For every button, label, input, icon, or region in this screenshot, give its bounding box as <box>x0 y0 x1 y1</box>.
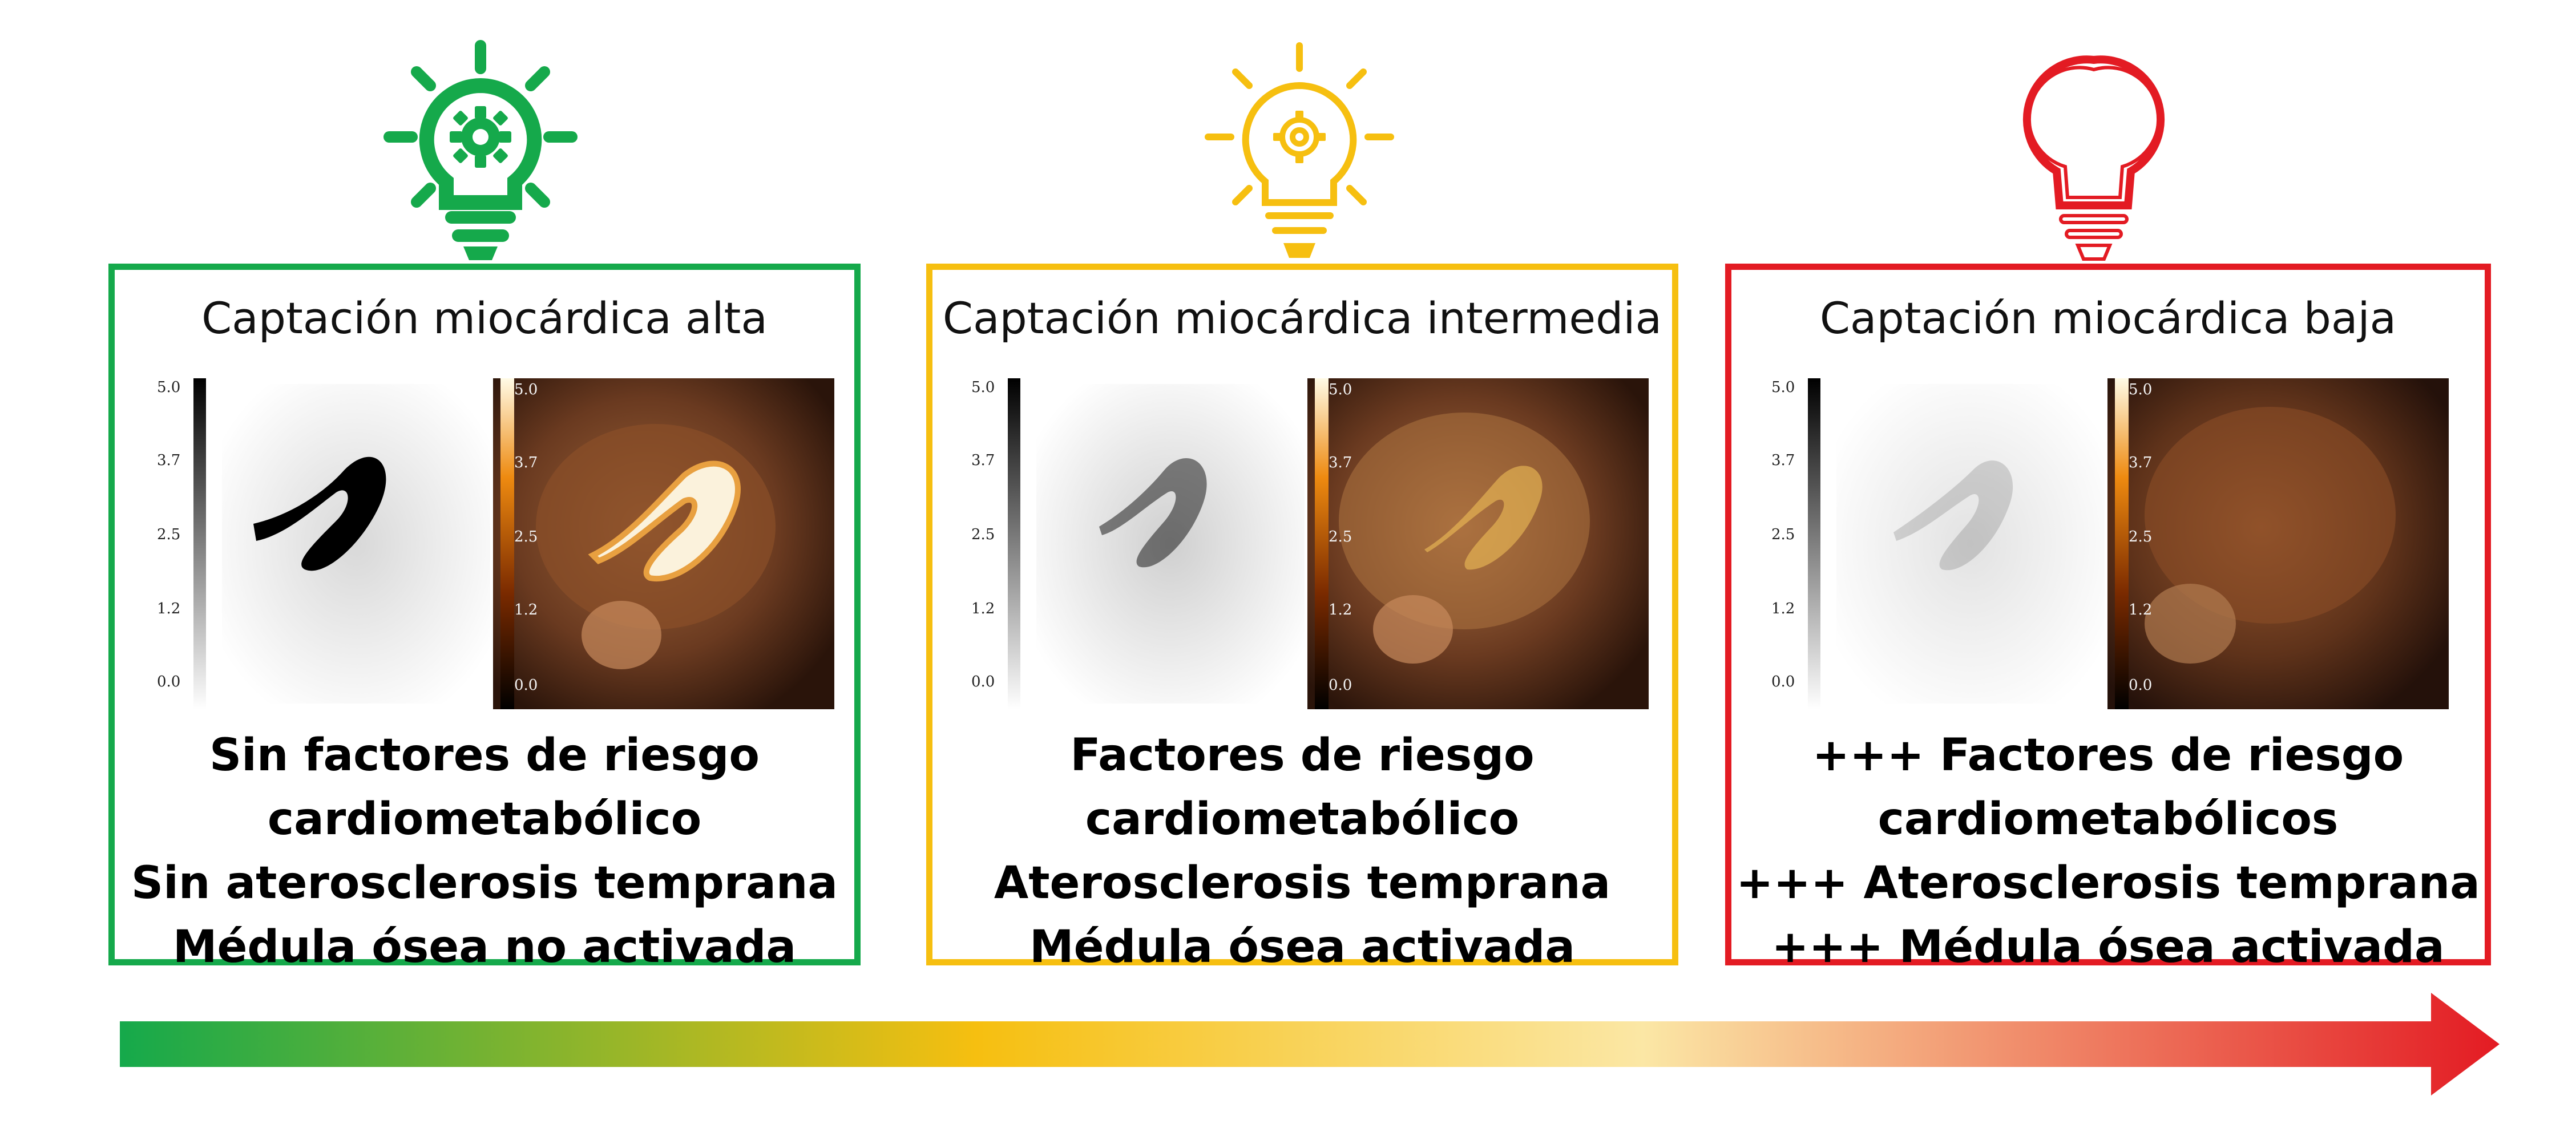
colorbar-tick: 0.0 <box>971 673 995 690</box>
finding-line: +++ Médula ósea activada <box>1771 921 2445 973</box>
pet-scan-pair: 5.0 3.7 2.5 1.2 0.0 5.0 3.7 2.5 1.2 0.0 <box>968 378 1649 709</box>
pet-scan-pair: 5.0 3.7 2.5 1.2 0.0 5.0 3.7 2.5 1.2 0.0 <box>154 378 834 709</box>
finding-line: +++ Aterosclerosis temprana <box>1736 858 2480 909</box>
colorbar-tick: 2.5 <box>1329 528 1352 545</box>
hot-colorbar <box>500 378 514 709</box>
finding-line: +++ Factores de riesgo <box>1812 730 2404 781</box>
pet-image <box>222 384 490 704</box>
finding-line: cardiometabólico <box>1085 794 1520 845</box>
colorbar-tick: 1.2 <box>1771 600 1795 617</box>
panel-high-uptake: Captación miocárdica alta 5.0 3.7 2.5 1.… <box>108 264 861 973</box>
colorbar-tick: 2.5 <box>971 526 995 543</box>
colorbar-tick: 3.7 <box>1329 454 1352 471</box>
panel-title: Captación miocárdica alta <box>201 293 768 343</box>
colorbar-tick: 3.7 <box>157 452 180 469</box>
scan-images: 5.0 3.7 2.5 1.2 0.0 5.0 3.7 2.5 1.2 0.0 <box>968 378 1649 709</box>
colorbar-tick: 3.7 <box>2129 454 2152 471</box>
pet-scan-pair: 5.0 3.7 2.5 1.2 0.0 5.0 3.7 2.5 1.2 0.0 <box>1768 378 2449 709</box>
finding-line: cardiometabólicos <box>1878 794 2339 845</box>
colorbar-tick: 5.0 <box>2129 381 2152 398</box>
colorbar-tick: 1.2 <box>1329 601 1352 618</box>
scan-images: 5.0 3.7 2.5 1.2 0.0 5.0 3.7 2.5 1.2 0.0 <box>154 378 834 709</box>
lightbulb-gear-icon <box>383 40 578 260</box>
colorbar-tick: 0.0 <box>157 673 180 690</box>
finding-line: Médula ósea no activada <box>172 921 797 973</box>
colorbar-tick: 0.0 <box>2129 677 2152 694</box>
colorbar-tick: 1.2 <box>514 601 538 618</box>
pet-image <box>1836 384 2105 704</box>
colorbar-tick: 5.0 <box>1329 381 1352 398</box>
colorbar-tick: 2.5 <box>1771 526 1795 543</box>
bulb-low <box>1980 34 2208 274</box>
colorbar-tick: 2.5 <box>157 526 180 543</box>
colorbar-tick: 0.0 <box>1771 673 1795 690</box>
grayscale-colorbar <box>1808 378 1820 709</box>
findings-list: Sin factores de riesgo cardiometabólico … <box>115 723 854 979</box>
grayscale-colorbar <box>193 378 206 709</box>
bulb-high <box>366 34 595 274</box>
pet-image <box>1036 384 1305 704</box>
colorbar-tick: 0.0 <box>514 677 538 694</box>
finding-line: Aterosclerosis temprana <box>994 858 1611 909</box>
lightbulb-off-icon <box>2022 55 2165 261</box>
colorbar-tick: 1.2 <box>157 600 180 617</box>
hot-colorbar <box>1315 378 1329 709</box>
finding-line: Factores de riesgo <box>1070 730 1535 781</box>
lightbulb-gear-icon <box>1205 42 1394 258</box>
panel-intermediate-uptake: Captación miocárdica intermedia 5.0 3.7 … <box>926 264 1678 973</box>
colorbar-tick: 1.2 <box>2129 601 2152 618</box>
hot-colorbar <box>2115 378 2129 709</box>
finding-line: cardiometabólico <box>267 794 702 845</box>
colorbar-tick: 3.7 <box>514 454 538 471</box>
colorbar-tick: 5.0 <box>157 379 180 396</box>
colorbar-tick: 2.5 <box>2129 528 2152 545</box>
finding-line: Sin factores de riesgo <box>209 730 760 781</box>
finding-line: Médula ósea activada <box>1029 921 1575 973</box>
findings-list: +++ Factores de riesgo cardiometabólicos… <box>1731 723 2485 979</box>
gradient-arrow-icon <box>120 993 2500 1095</box>
panel-title: Captación miocárdica baja <box>1819 293 2397 343</box>
colorbar-tick: 5.0 <box>971 379 995 396</box>
bulb-intermediate <box>1185 34 1414 274</box>
progression-arrow <box>114 987 2505 1101</box>
colorbar-tick: 3.7 <box>971 452 995 469</box>
grayscale-colorbar <box>1008 378 1020 709</box>
colorbar-tick: 2.5 <box>514 528 538 545</box>
colorbar-tick: 3.7 <box>1771 452 1795 469</box>
colorbar-tick: 5.0 <box>514 381 538 398</box>
finding-line: Sin aterosclerosis temprana <box>131 858 838 909</box>
findings-list: Factores de riesgo cardiometabólico Ater… <box>932 723 1672 979</box>
panel-low-uptake: Captación miocárdica baja 5.0 3.7 2.5 1.… <box>1725 264 2491 973</box>
colorbar-tick: 1.2 <box>971 600 995 617</box>
colorbar-tick: 5.0 <box>1771 379 1795 396</box>
colorbar-tick: 0.0 <box>1329 677 1352 694</box>
panel-title: Captación miocárdica intermedia <box>942 293 1662 343</box>
scan-images: 5.0 3.7 2.5 1.2 0.0 5.0 3.7 2.5 1.2 0.0 <box>1768 378 2449 709</box>
